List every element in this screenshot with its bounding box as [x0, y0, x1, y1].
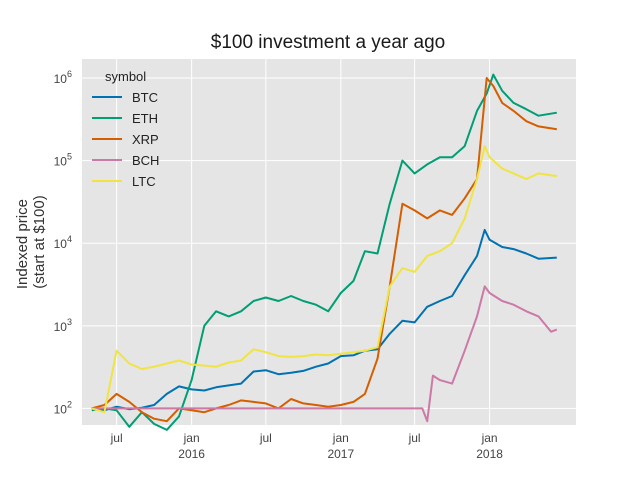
- series-line-xrp: [91, 77, 557, 423]
- y-axis-label-line-2: (start at $100): [31, 195, 48, 288]
- chart-title: $100 investment a year ago: [211, 32, 446, 53]
- y-axis-label-line-1: Indexed price: [14, 199, 31, 289]
- y-tick-label-1: 103: [54, 317, 72, 334]
- y-tick-base: 10: [54, 72, 68, 86]
- y-tick-exp: 3: [67, 317, 72, 327]
- y-tick-base: 10: [54, 320, 68, 334]
- y-tick-label-2: 104: [54, 234, 72, 251]
- y-tick-exp: 2: [67, 399, 72, 409]
- legend-label-ltc: LTC: [132, 174, 156, 189]
- x-tick-label-5: jan: [481, 431, 498, 445]
- y-tick-exp: 4: [67, 234, 72, 244]
- y-tick-label-4: 106: [54, 69, 72, 86]
- y-tick-exp: 5: [67, 152, 72, 162]
- y-axis-label: Indexed price (start at $100): [14, 195, 48, 289]
- x-tick-year-1: 2016: [178, 447, 205, 461]
- y-tick-base: 10: [54, 237, 68, 251]
- series-line-ltc: [91, 145, 557, 414]
- y-tick-base: 10: [54, 402, 68, 416]
- x-tick-year-3: 2017: [327, 447, 354, 461]
- x-tick-label-4: jul: [408, 431, 421, 445]
- series-line-btc: [91, 228, 557, 412]
- legend-title: symbol: [105, 69, 146, 84]
- legend: symbol BTC ETH XRP BCH LTC: [92, 69, 159, 189]
- series-line-bch: [91, 285, 558, 423]
- x-tick-year-5: 2018: [476, 447, 503, 461]
- legend-label-bch: BCH: [132, 153, 159, 168]
- y-tick-label-3: 105: [54, 152, 72, 169]
- x-tick-label-0: jul: [110, 431, 123, 445]
- series-layer: [91, 73, 558, 431]
- x-tick-label-3: jan: [332, 431, 349, 445]
- y-tick-base: 10: [54, 155, 68, 169]
- legend-label-eth: ETH: [132, 111, 158, 126]
- y-tick-exp: 6: [67, 69, 72, 79]
- x-tick-label-2: jul: [259, 431, 272, 445]
- legend-label-btc: BTC: [132, 90, 158, 105]
- series-line-eth: [91, 73, 557, 431]
- x-axis: jul jan 2016 jul jan 2017 jul jan 2018: [110, 431, 504, 461]
- y-tick-label-0: 102: [54, 399, 72, 416]
- legend-label-xrp: XRP: [132, 132, 159, 147]
- x-tick-label-1: jan: [183, 431, 200, 445]
